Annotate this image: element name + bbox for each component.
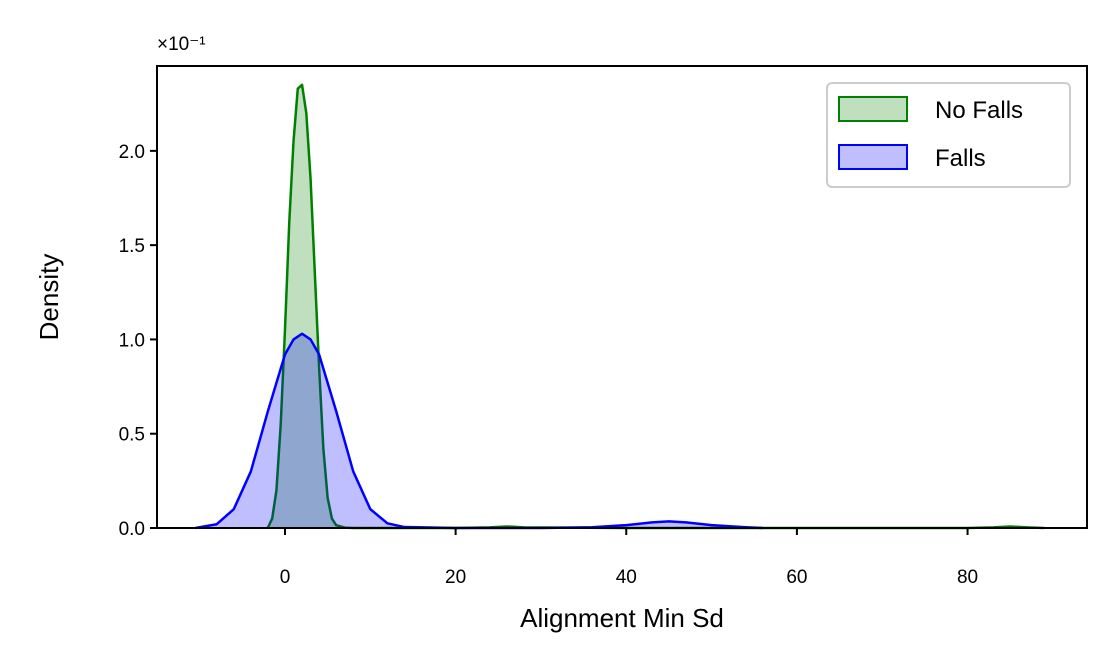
x-tick-label: 80 [957,567,978,588]
y-tick-label: 2.0 [119,142,145,163]
density-area-falls [195,333,763,528]
legend-label-falls: Falls [935,145,986,172]
y-scale-offset-label: ×10⁻¹ [157,34,206,55]
y-tick-label: 1.5 [119,236,145,257]
legend-swatch-no-falls [838,96,908,122]
legend-box [826,82,1071,188]
y-tick-label: 0.5 [119,425,145,446]
y-axis-label: Density [34,254,64,341]
y-tick-label: 0.0 [119,519,145,540]
density-line-falls [195,332,763,530]
x-axis-ticks: 0 20 40 60 80 [280,528,978,588]
y-axis-ticks: 0.0 0.5 1.0 1.5 2.0 [119,142,157,540]
legend-label-no-falls: No Falls [935,97,1023,124]
axes-frame [156,65,1088,529]
x-tick-label: 40 [616,567,637,588]
legend: No Falls Falls [826,82,1071,188]
x-tick-label: 60 [786,567,807,588]
x-tick-label: 20 [445,567,466,588]
y-tick-label: 1.0 [119,330,145,351]
legend-swatch-falls [838,144,908,170]
x-tick-label: 0 [280,567,291,588]
x-axis-label: Alignment Min Sd [520,603,724,633]
